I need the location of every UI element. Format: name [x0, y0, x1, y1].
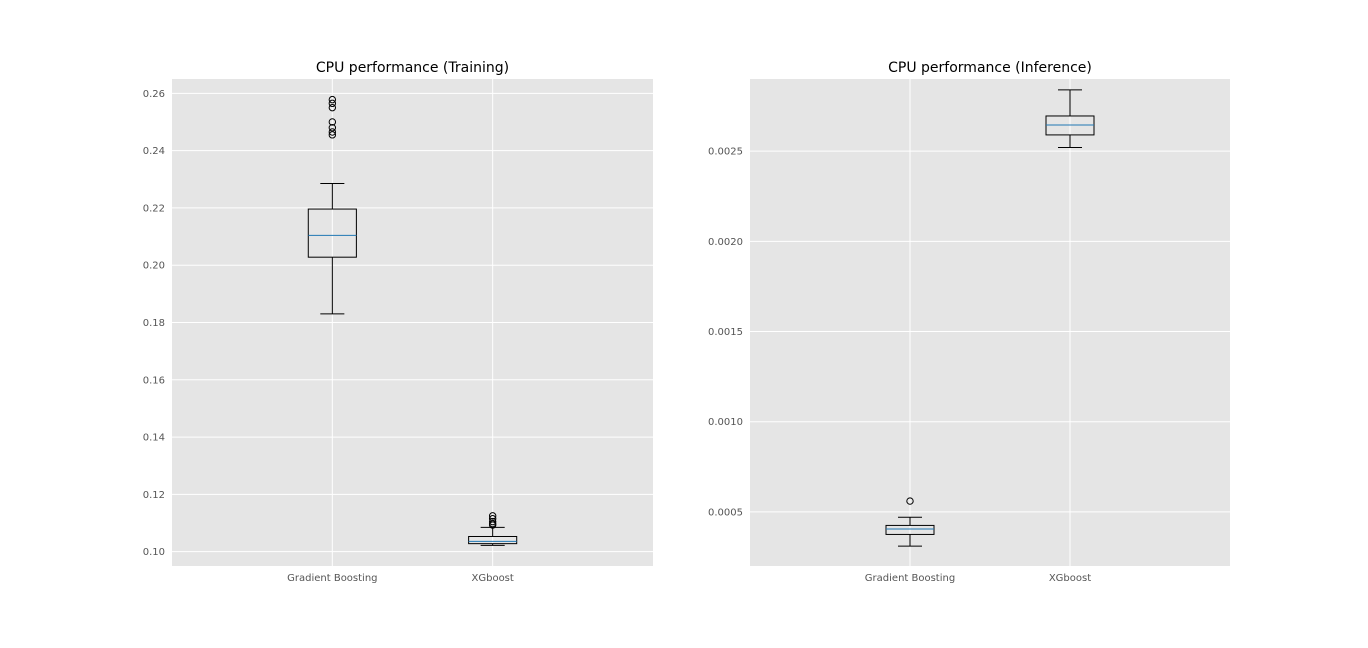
outlier-point: [488, 519, 497, 528]
x-tick-label: Gradient Boosting: [865, 573, 955, 584]
y-tick-label: 0.18: [143, 318, 165, 329]
y-tick-label: 0.20: [143, 261, 165, 272]
box-xgboost: [468, 512, 518, 546]
training-boxes: [307, 95, 518, 546]
inference-boxes: [885, 89, 1095, 547]
x-tick-label: XGboost: [1049, 573, 1091, 584]
training-xticks: Gradient Boosting XGboost: [287, 573, 514, 584]
y-tick-label: 0.0015: [708, 327, 743, 338]
outlier-point: [488, 512, 497, 520]
iqr-box: [885, 524, 935, 535]
y-tick-label: 0.0005: [708, 507, 743, 518]
y-tick-label: 0.0020: [708, 237, 743, 248]
y-tick-label: 0.26: [143, 89, 165, 100]
y-tick-label: 0.0010: [708, 417, 743, 428]
y-tick-label: 0.12: [143, 490, 165, 501]
y-tick-label: 0.24: [143, 146, 165, 157]
outlier-point: [488, 515, 497, 523]
outlier-point: [328, 128, 337, 136]
inference-grid: [750, 79, 1230, 566]
outlier-point: [906, 497, 914, 505]
y-tick-label: 0.14: [143, 433, 165, 444]
x-tick-label: Gradient Boosting: [287, 573, 377, 584]
outlier-point: [488, 517, 497, 526]
box-gradient-boosting: [307, 95, 357, 315]
inference-chart-title: CPU performance (Inference): [888, 60, 1092, 76]
training-chart: 0.10 0.12 0.14 0.16 0.18 0.20 0.22 0.24 0.26 Gra…: [143, 60, 653, 584]
box-gradient-boosting: [885, 497, 935, 547]
inference-plot-background: [750, 79, 1230, 566]
x-tick-label: XGboost: [472, 573, 514, 584]
outlier-point: [328, 103, 337, 112]
inference-xticks: Gradient Boosting XGboost: [865, 573, 1091, 584]
y-tick-label: 0.0025: [708, 147, 743, 158]
iqr-box: [468, 535, 518, 545]
outlier-point: [328, 118, 337, 126]
box-xgboost: [1045, 89, 1095, 149]
y-tick-label: 0.10: [143, 547, 165, 558]
inference-chart: 0.0005 0.0010 0.0015 0.0020 0.0025 Gradient …: [708, 60, 1230, 584]
outlier-point: [328, 124, 337, 132]
training-grid: [172, 79, 653, 566]
y-tick-label: 0.16: [143, 375, 165, 386]
training-chart-title: CPU performance (Training): [316, 60, 509, 76]
inference-yticks: 0.0005 0.0010 0.0015 0.0020 0.0025: [708, 147, 743, 519]
outlier-point: [328, 99, 337, 108]
y-tick-label: 0.22: [143, 203, 165, 214]
outlier-point: [328, 95, 337, 104]
training-yticks: 0.10 0.12 0.14 0.16 0.18 0.20 0.22 0.24 0.26: [143, 89, 165, 558]
outlier-point: [328, 131, 337, 139]
iqr-box: [307, 208, 357, 258]
